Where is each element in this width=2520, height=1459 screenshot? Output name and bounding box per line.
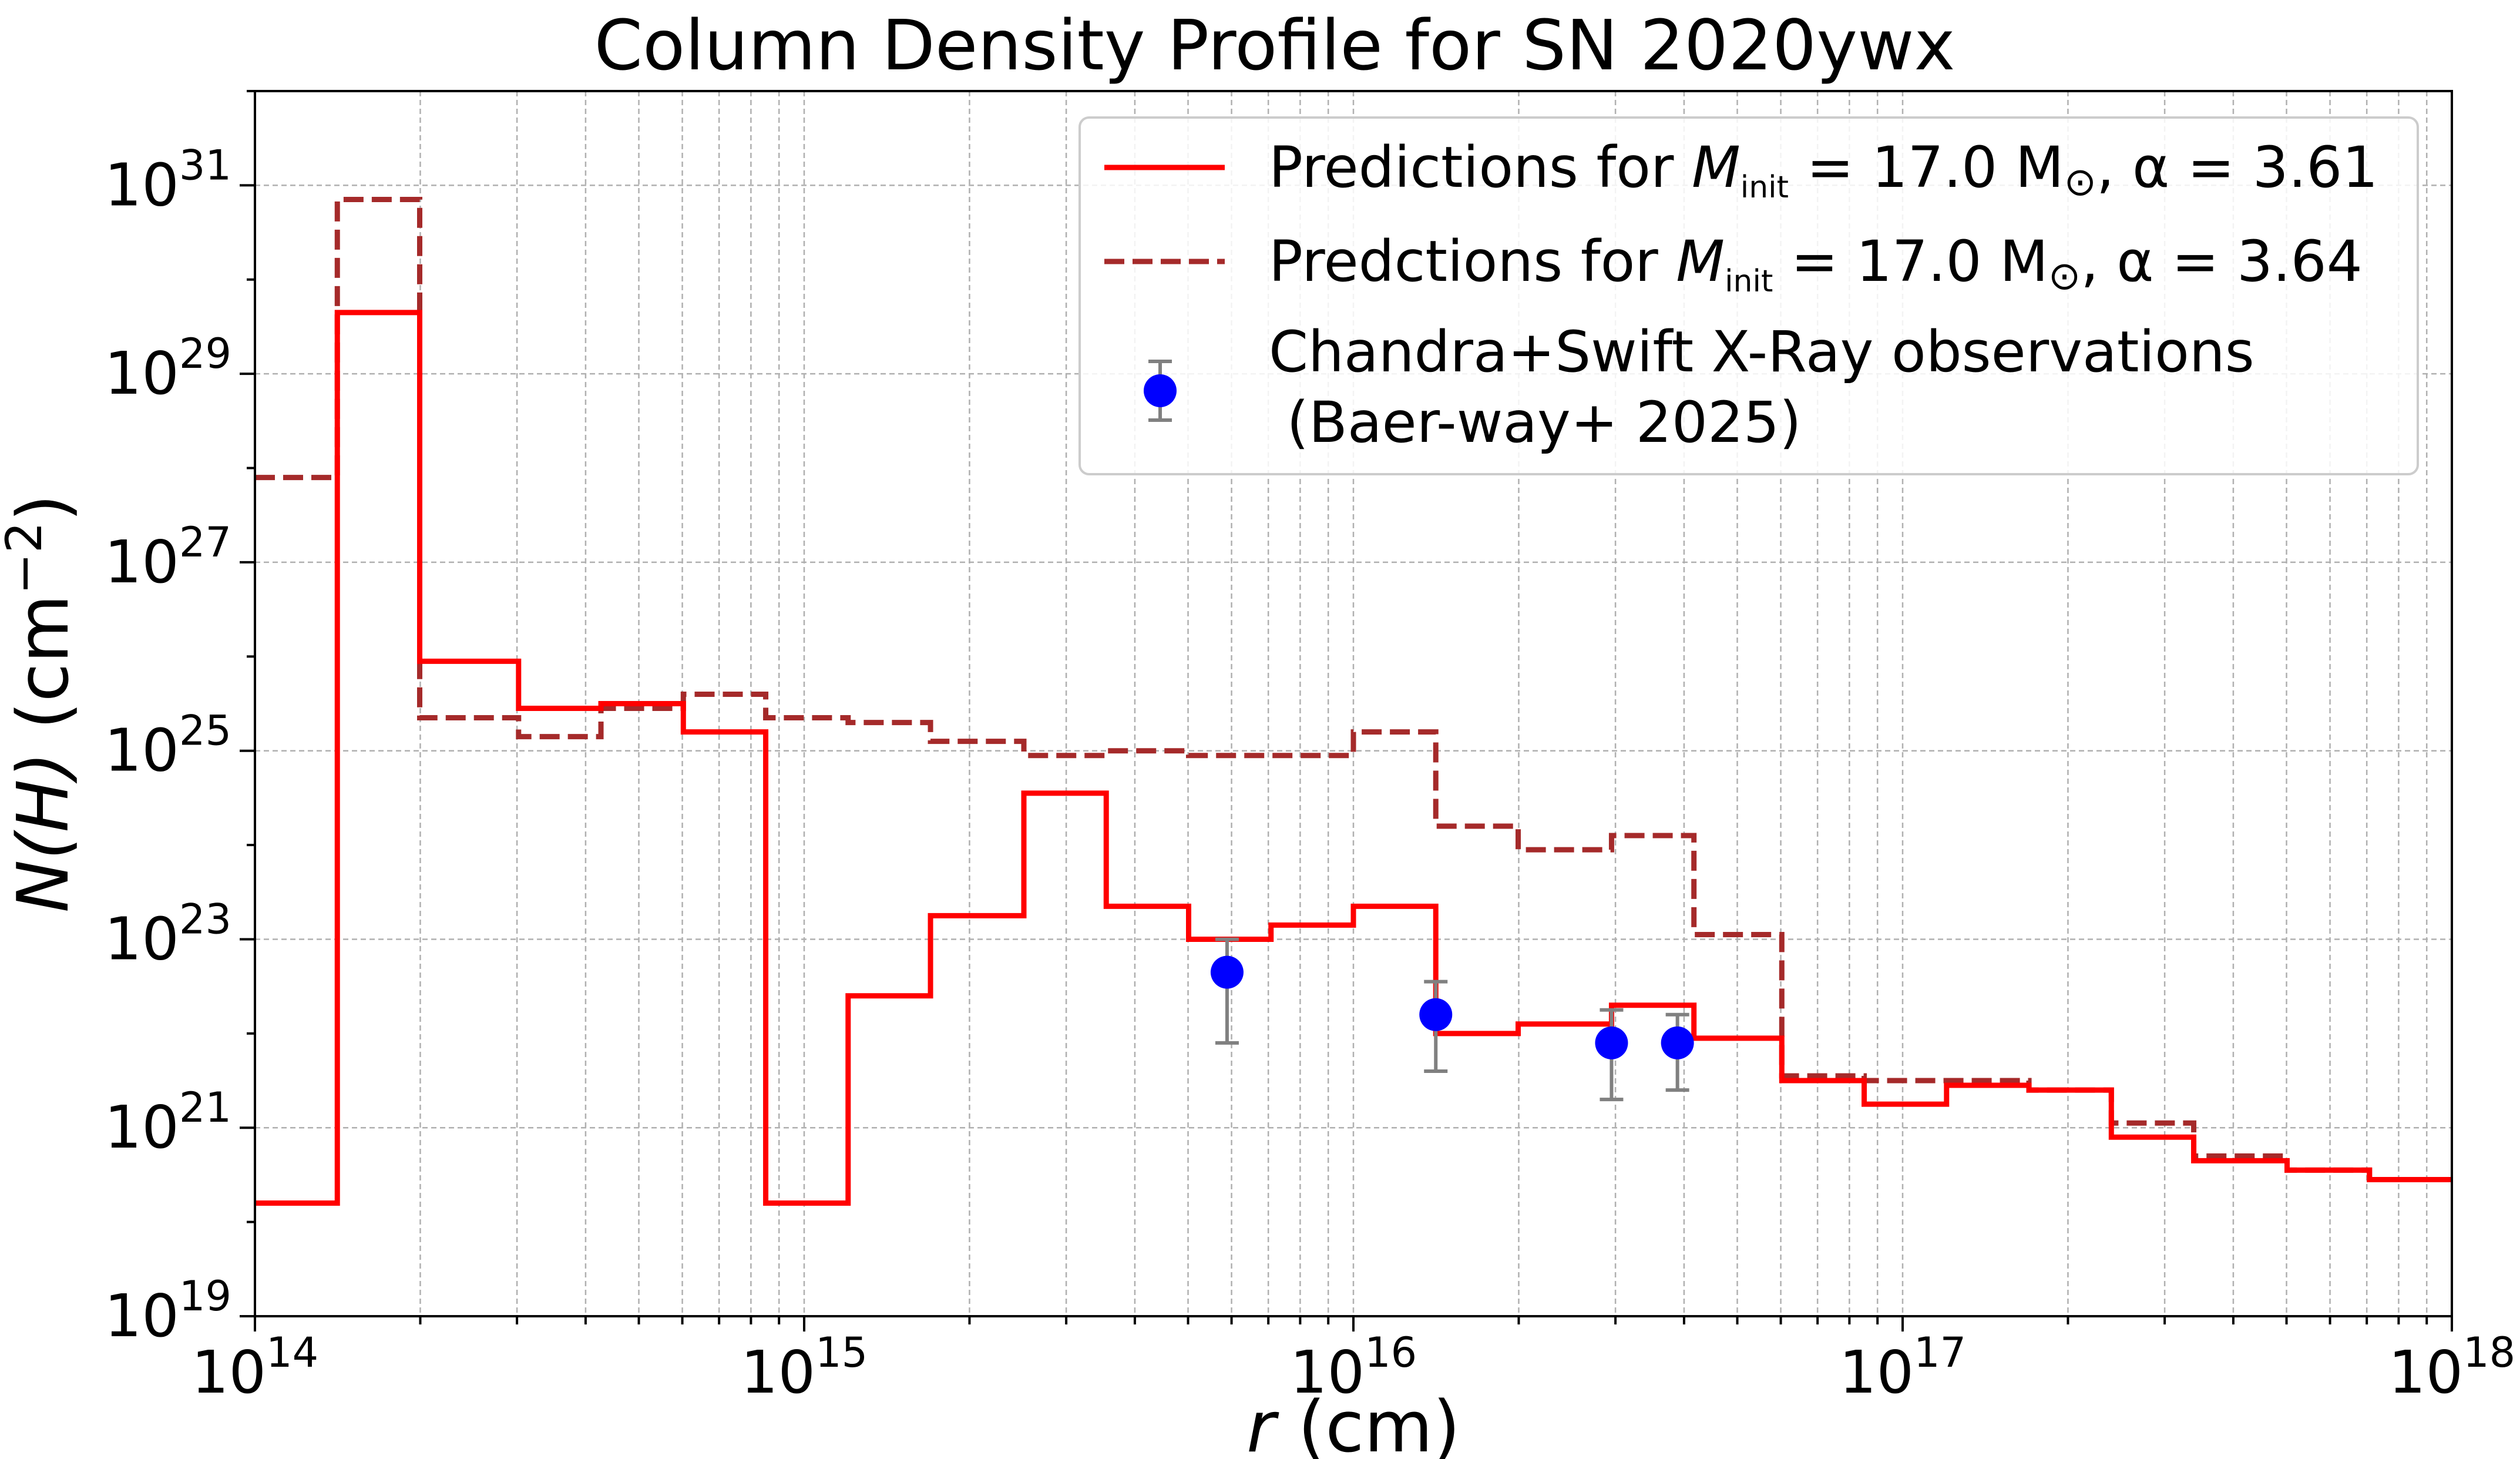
- y-axis-label-unit: (cm: [3, 595, 85, 752]
- x-axis-label-unit: (cm): [1275, 1387, 1460, 1459]
- x-tick-label-base: 10: [2388, 1338, 2463, 1407]
- x-axis-label: r (cm): [1246, 1387, 1460, 1459]
- x-tick-label-exp: 17: [1914, 1329, 1966, 1377]
- y-tick-label-base: 10: [105, 1093, 179, 1162]
- x-tick-label-exp: 18: [2463, 1329, 2515, 1377]
- x-tick-label: 1016: [1290, 1329, 1417, 1407]
- y-tick-label-exp: 23: [179, 895, 231, 943]
- x-tick-label: 1017: [1839, 1329, 1966, 1407]
- y-tick-label-base: 10: [105, 904, 179, 973]
- y-tick-label-base: 10: [105, 339, 179, 408]
- legend-label-solid: Predictions for Minit = 17.0 M⊙, α = 3.6…: [1269, 135, 2378, 205]
- legend-label-observations-line2: (Baer-way+ 2025): [1269, 390, 1802, 455]
- legend-box: [1078, 116, 2419, 475]
- y-tick-label-base: 10: [105, 1282, 179, 1350]
- x-axis-label-var: r: [1246, 1387, 1279, 1459]
- y-tick-label: 1025: [105, 707, 231, 785]
- y-tick-label-exp: 21: [179, 1084, 231, 1132]
- chart-title: Column Density Profile for SN 2020ywx: [594, 5, 1955, 86]
- y-tick-label-base: 10: [105, 150, 179, 219]
- x-tick-label-exp: 16: [1365, 1329, 1417, 1377]
- y-tick-label-base: 10: [105, 528, 179, 596]
- observation-point: [1210, 955, 1244, 989]
- x-tick-label: 1018: [2388, 1329, 2515, 1407]
- x-tick-label-base: 10: [191, 1338, 266, 1407]
- x-tick-label-base: 10: [1290, 1338, 1365, 1407]
- legend-observation-marker: [1144, 374, 1177, 407]
- y-tick-label-exp: 25: [179, 707, 231, 755]
- observations-layer: [1210, 937, 1694, 1102]
- y-tick-label-exp: 29: [179, 330, 231, 378]
- y-axis-label-sup: −2: [0, 522, 53, 595]
- series-line-dashed: [255, 196, 2452, 1182]
- legend-label-observations-line1: Chandra+Swift X-Ray observations: [1269, 319, 2254, 385]
- x-tick-labels: 1014 1015 1016 1017 1018: [191, 1329, 2515, 1407]
- x-tick-label: 1014: [191, 1329, 318, 1407]
- series-line-solid: [255, 310, 2452, 1206]
- x-tick-label-exp: 15: [815, 1329, 868, 1377]
- legend-label-dashed: Predctions for Minit = 17.0 M⊙, α = 3.64: [1269, 229, 2363, 299]
- y-tick-label: 1027: [105, 518, 231, 596]
- y-tick-label-exp: 19: [179, 1272, 231, 1320]
- y-tick-label-base: 10: [105, 716, 179, 785]
- y-axis-label-var: N(H): [3, 752, 85, 913]
- observation-point: [1419, 998, 1453, 1031]
- y-tick-label: 1023: [105, 895, 231, 973]
- series-layer: [255, 196, 2452, 1206]
- observation-point: [1661, 1026, 1694, 1059]
- y-tick-label-exp: 31: [179, 141, 231, 189]
- y-axis-label-close: ): [3, 494, 85, 522]
- ticks: [240, 90, 2453, 1331]
- y-tick-label-exp: 27: [179, 518, 231, 566]
- legend: Predictions for Minit = 17.0 M⊙, α = 3.6…: [1078, 116, 2419, 475]
- y-tick-label: 1019: [105, 1272, 231, 1350]
- observation-point: [1595, 1026, 1628, 1059]
- x-tick-label-base: 10: [741, 1338, 815, 1407]
- y-tick-label: 1021: [105, 1084, 231, 1162]
- y-tick-label: 1029: [105, 330, 231, 408]
- x-tick-label: 1015: [741, 1329, 868, 1407]
- y-axis-label: N(H) (cm−2): [0, 494, 85, 913]
- x-tick-label-base: 10: [1839, 1338, 1914, 1407]
- x-tick-label-exp: 14: [266, 1329, 318, 1377]
- y-tick-label: 1031: [105, 141, 231, 219]
